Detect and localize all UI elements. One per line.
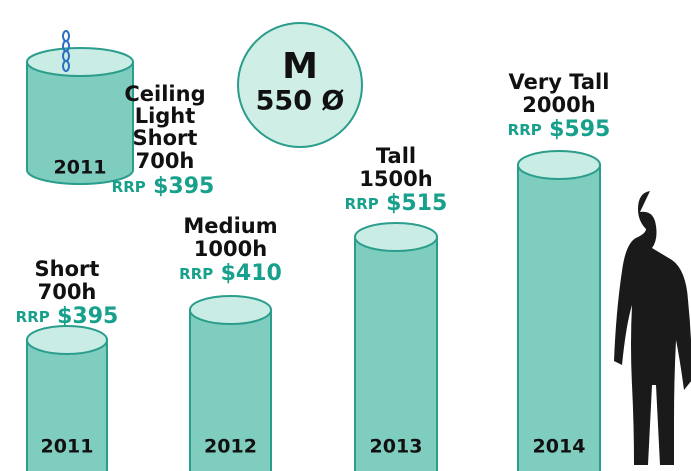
cylinder-body — [189, 309, 272, 471]
product-name: Medium — [183, 214, 277, 238]
product-year: 2011 — [41, 436, 94, 458]
product-year: 2011 — [54, 157, 107, 179]
product-height: 700h — [136, 149, 195, 173]
product-name: Very Tall — [509, 70, 610, 94]
price: $515 — [386, 191, 447, 216]
cylinder-top — [189, 295, 272, 325]
cylinder-top — [354, 222, 438, 252]
rrp-label: RRP — [345, 195, 379, 213]
product-height: 700h — [38, 280, 97, 304]
size-badge — [237, 22, 363, 148]
product-height: 1500h — [359, 167, 432, 191]
rrp-label: RRP — [508, 121, 542, 139]
cylinder-top — [26, 325, 108, 355]
cylinder — [517, 150, 601, 471]
size-letter: M — [282, 46, 318, 87]
product-height: 2000h — [522, 93, 595, 117]
product-year: 2012 — [204, 436, 257, 458]
cylinder-body — [517, 164, 601, 471]
person-silhouette — [614, 191, 691, 465]
cylinder — [354, 222, 438, 471]
product-height: 1000h — [194, 237, 267, 261]
product-name: Light — [135, 104, 196, 128]
product-year: 2013 — [370, 436, 423, 458]
cylinder-top — [517, 150, 601, 180]
cylinder-body — [26, 61, 134, 185]
cylinder-body — [26, 339, 108, 471]
cylinder — [26, 47, 134, 185]
rrp-label: RRP — [112, 178, 146, 196]
cylinder — [189, 295, 272, 471]
price: $595 — [549, 117, 610, 142]
product-year: 2014 — [533, 436, 586, 458]
price: $395 — [153, 174, 214, 199]
product-name: Short — [133, 126, 198, 150]
diameter: 550 Ø — [256, 86, 345, 117]
cylinder-body — [354, 236, 438, 471]
chain — [62, 30, 70, 72]
product-name: Ceiling — [124, 82, 205, 106]
price: $395 — [57, 304, 118, 329]
product-name: Tall — [376, 144, 416, 168]
price: $410 — [221, 261, 282, 286]
product-name: Short — [35, 257, 100, 281]
price-line: RRP $410 — [179, 261, 282, 286]
cylinder — [26, 325, 108, 471]
price-line: RRP $395 — [112, 174, 215, 199]
price-line: RRP $595 — [508, 117, 611, 142]
rrp-label: RRP — [16, 308, 50, 326]
price-line: RRP $395 — [16, 304, 119, 329]
cylinder-top — [26, 47, 134, 77]
price-line: RRP $515 — [345, 191, 448, 216]
rrp-label: RRP — [179, 265, 213, 283]
